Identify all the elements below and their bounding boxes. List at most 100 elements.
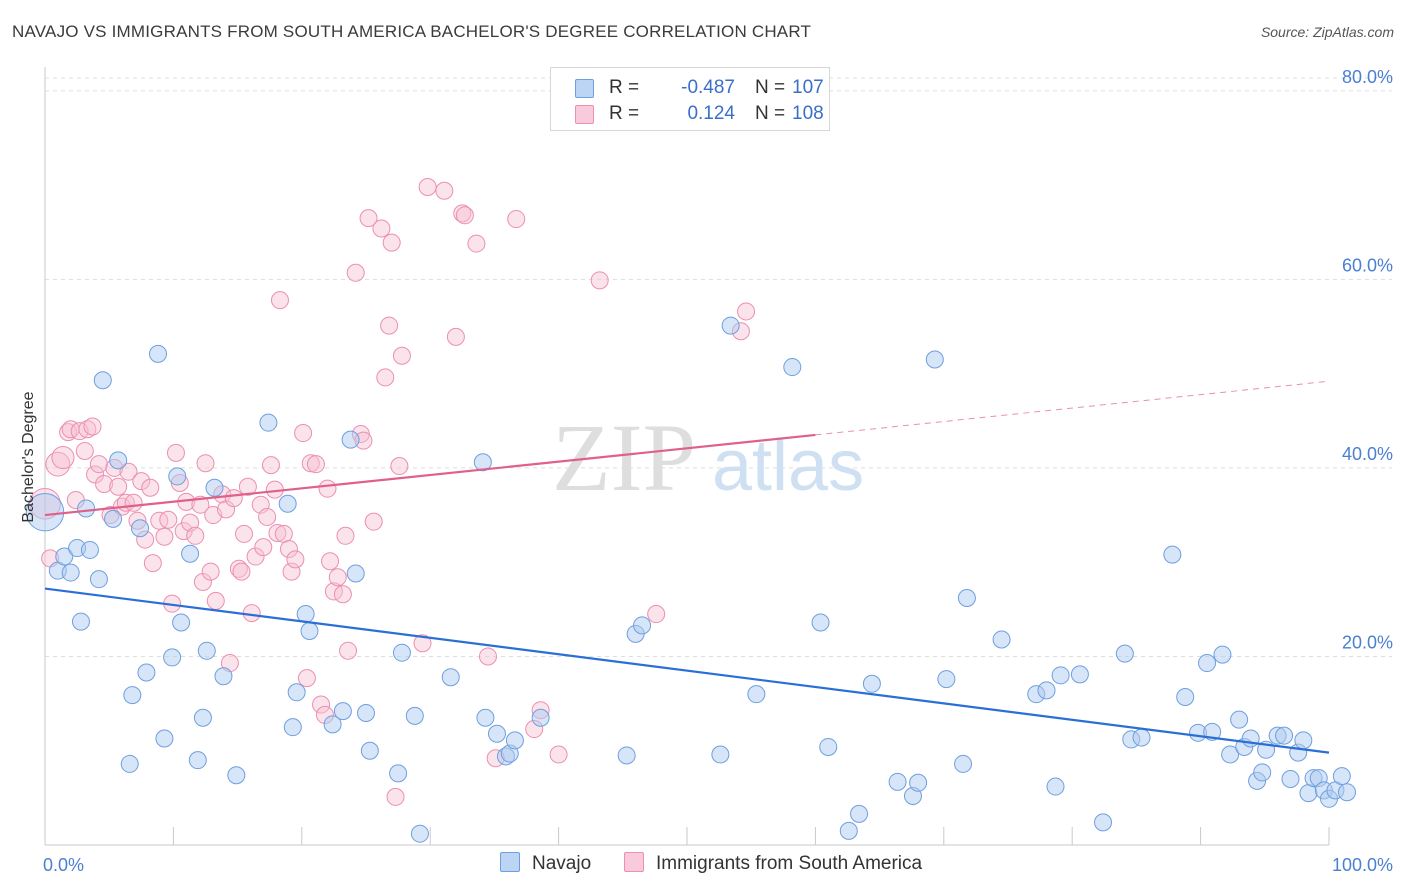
- data-point-immigrants: [235, 524, 254, 543]
- series-navajo: [25, 316, 1356, 843]
- data-point-navajo: [323, 715, 342, 734]
- n-value: 108: [792, 103, 824, 124]
- data-point-immigrants: [238, 477, 257, 496]
- data-point-navajo: [346, 564, 365, 583]
- data-point-immigrants: [446, 327, 465, 346]
- data-point-navajo: [1070, 665, 1089, 684]
- x-tick-labels: 0.0% 100.0%: [43, 855, 1393, 875]
- data-point-immigrants: [382, 233, 401, 252]
- data-point-immigrants: [51, 446, 75, 470]
- data-point-navajo: [148, 344, 167, 363]
- data-point-navajo: [992, 630, 1011, 649]
- data-point-navajo: [163, 648, 182, 667]
- data-point-navajo: [80, 540, 99, 559]
- data-point-immigrants: [318, 479, 337, 498]
- data-point-immigrants: [119, 462, 138, 481]
- data-point-immigrants: [364, 512, 383, 531]
- data-point-immigrants: [386, 787, 405, 806]
- data-point-immigrants: [346, 263, 365, 282]
- legend-label-immigrants: Immigrants from South America: [656, 853, 923, 874]
- data-point-navajo: [888, 772, 907, 791]
- data-point-immigrants: [86, 465, 105, 484]
- data-point-immigrants: [186, 526, 205, 545]
- data-point-immigrants: [279, 539, 298, 558]
- data-point-immigrants: [647, 605, 666, 624]
- data-point-navajo: [1281, 770, 1300, 789]
- data-point-immigrants: [390, 457, 409, 476]
- data-point-navajo: [531, 708, 550, 727]
- data-point-navajo: [155, 729, 174, 748]
- data-point-navajo: [1337, 783, 1356, 802]
- data-point-immigrants: [193, 572, 212, 591]
- data-point-immigrants: [261, 456, 280, 475]
- data-point-navajo: [1037, 681, 1056, 700]
- data-point-immigrants: [435, 181, 454, 200]
- data-point-immigrants: [359, 209, 378, 228]
- data-point-navajo: [172, 613, 191, 632]
- data-point-immigrants: [590, 271, 609, 290]
- r-value: -0.487: [681, 77, 735, 98]
- data-point-navajo: [441, 668, 460, 687]
- x-tick-label-min: 0.0%: [43, 855, 84, 875]
- data-point-immigrants: [232, 562, 251, 581]
- data-point-navajo: [392, 643, 411, 662]
- data-point-navajo: [476, 708, 495, 727]
- data-point-immigrants: [306, 455, 325, 474]
- data-point-immigrants: [246, 547, 265, 566]
- legend-item-immigrants[interactable]: Immigrants from South America: [624, 852, 922, 875]
- data-point-navajo: [1094, 813, 1113, 832]
- data-point-immigrants: [312, 695, 331, 714]
- data-point-navajo: [721, 316, 740, 335]
- data-point-immigrants: [242, 604, 261, 623]
- data-point-navajo: [783, 358, 802, 377]
- data-point-navajo: [120, 754, 139, 773]
- data-point-immigrants: [392, 346, 411, 365]
- y-tick-labels: 20.0% 40.0% 60.0% 80.0%: [1342, 67, 1393, 653]
- data-point-immigrants: [89, 455, 108, 474]
- data-point-navajo: [1115, 644, 1134, 663]
- data-point-navajo: [1253, 763, 1272, 782]
- x-tick-label-max: 100.0%: [1332, 855, 1393, 875]
- n-value: 107: [792, 77, 824, 98]
- data-point-navajo: [333, 702, 352, 721]
- data-point-navajo: [1176, 687, 1195, 706]
- data-point-navajo: [197, 641, 216, 660]
- data-point-navajo: [193, 708, 212, 727]
- trend-lines: [44, 380, 1330, 754]
- data-point-navajo: [957, 589, 976, 608]
- data-point-navajo: [487, 724, 506, 743]
- immigrants-swatch: [624, 852, 644, 872]
- data-point-navajo: [357, 704, 375, 723]
- data-point-immigrants: [206, 591, 225, 610]
- n-label: N =: [755, 77, 786, 98]
- data-point-navajo: [93, 371, 112, 390]
- data-point-immigrants: [124, 493, 143, 512]
- legend-item-navajo[interactable]: Navajo: [500, 852, 591, 875]
- data-point-navajo: [77, 499, 96, 518]
- data-point-immigrants: [150, 511, 169, 530]
- data-point-navajo: [937, 670, 956, 689]
- data-point-immigrants: [132, 472, 151, 491]
- source-label: Source: ZipAtlas.com: [1260, 24, 1394, 40]
- y-tick-label: 80.0%: [1342, 67, 1393, 87]
- data-point-navajo: [954, 754, 973, 773]
- data-point-immigrants: [143, 554, 162, 573]
- data-point-navajo: [287, 683, 306, 702]
- data-point-navajo: [1198, 654, 1217, 673]
- chart-title: NAVAJO VS IMMIGRANTS FROM SOUTH AMERICA …: [12, 22, 812, 41]
- data-point-navajo: [850, 804, 869, 823]
- data-point-navajo: [1299, 784, 1318, 803]
- data-point-navajo: [1046, 777, 1065, 796]
- data-point-navajo: [283, 718, 302, 737]
- data-point-navajo: [214, 667, 233, 686]
- data-point-immigrants: [333, 585, 352, 604]
- data-point-immigrants: [95, 474, 114, 493]
- data-point-immigrants: [339, 641, 358, 660]
- y-tick-label: 40.0%: [1342, 444, 1393, 464]
- data-point-immigrants: [196, 454, 215, 473]
- data-point-navajo: [819, 737, 838, 756]
- data-point-immigrants: [159, 510, 178, 529]
- data-point-navajo: [341, 430, 360, 449]
- data-point-immigrants: [268, 523, 287, 542]
